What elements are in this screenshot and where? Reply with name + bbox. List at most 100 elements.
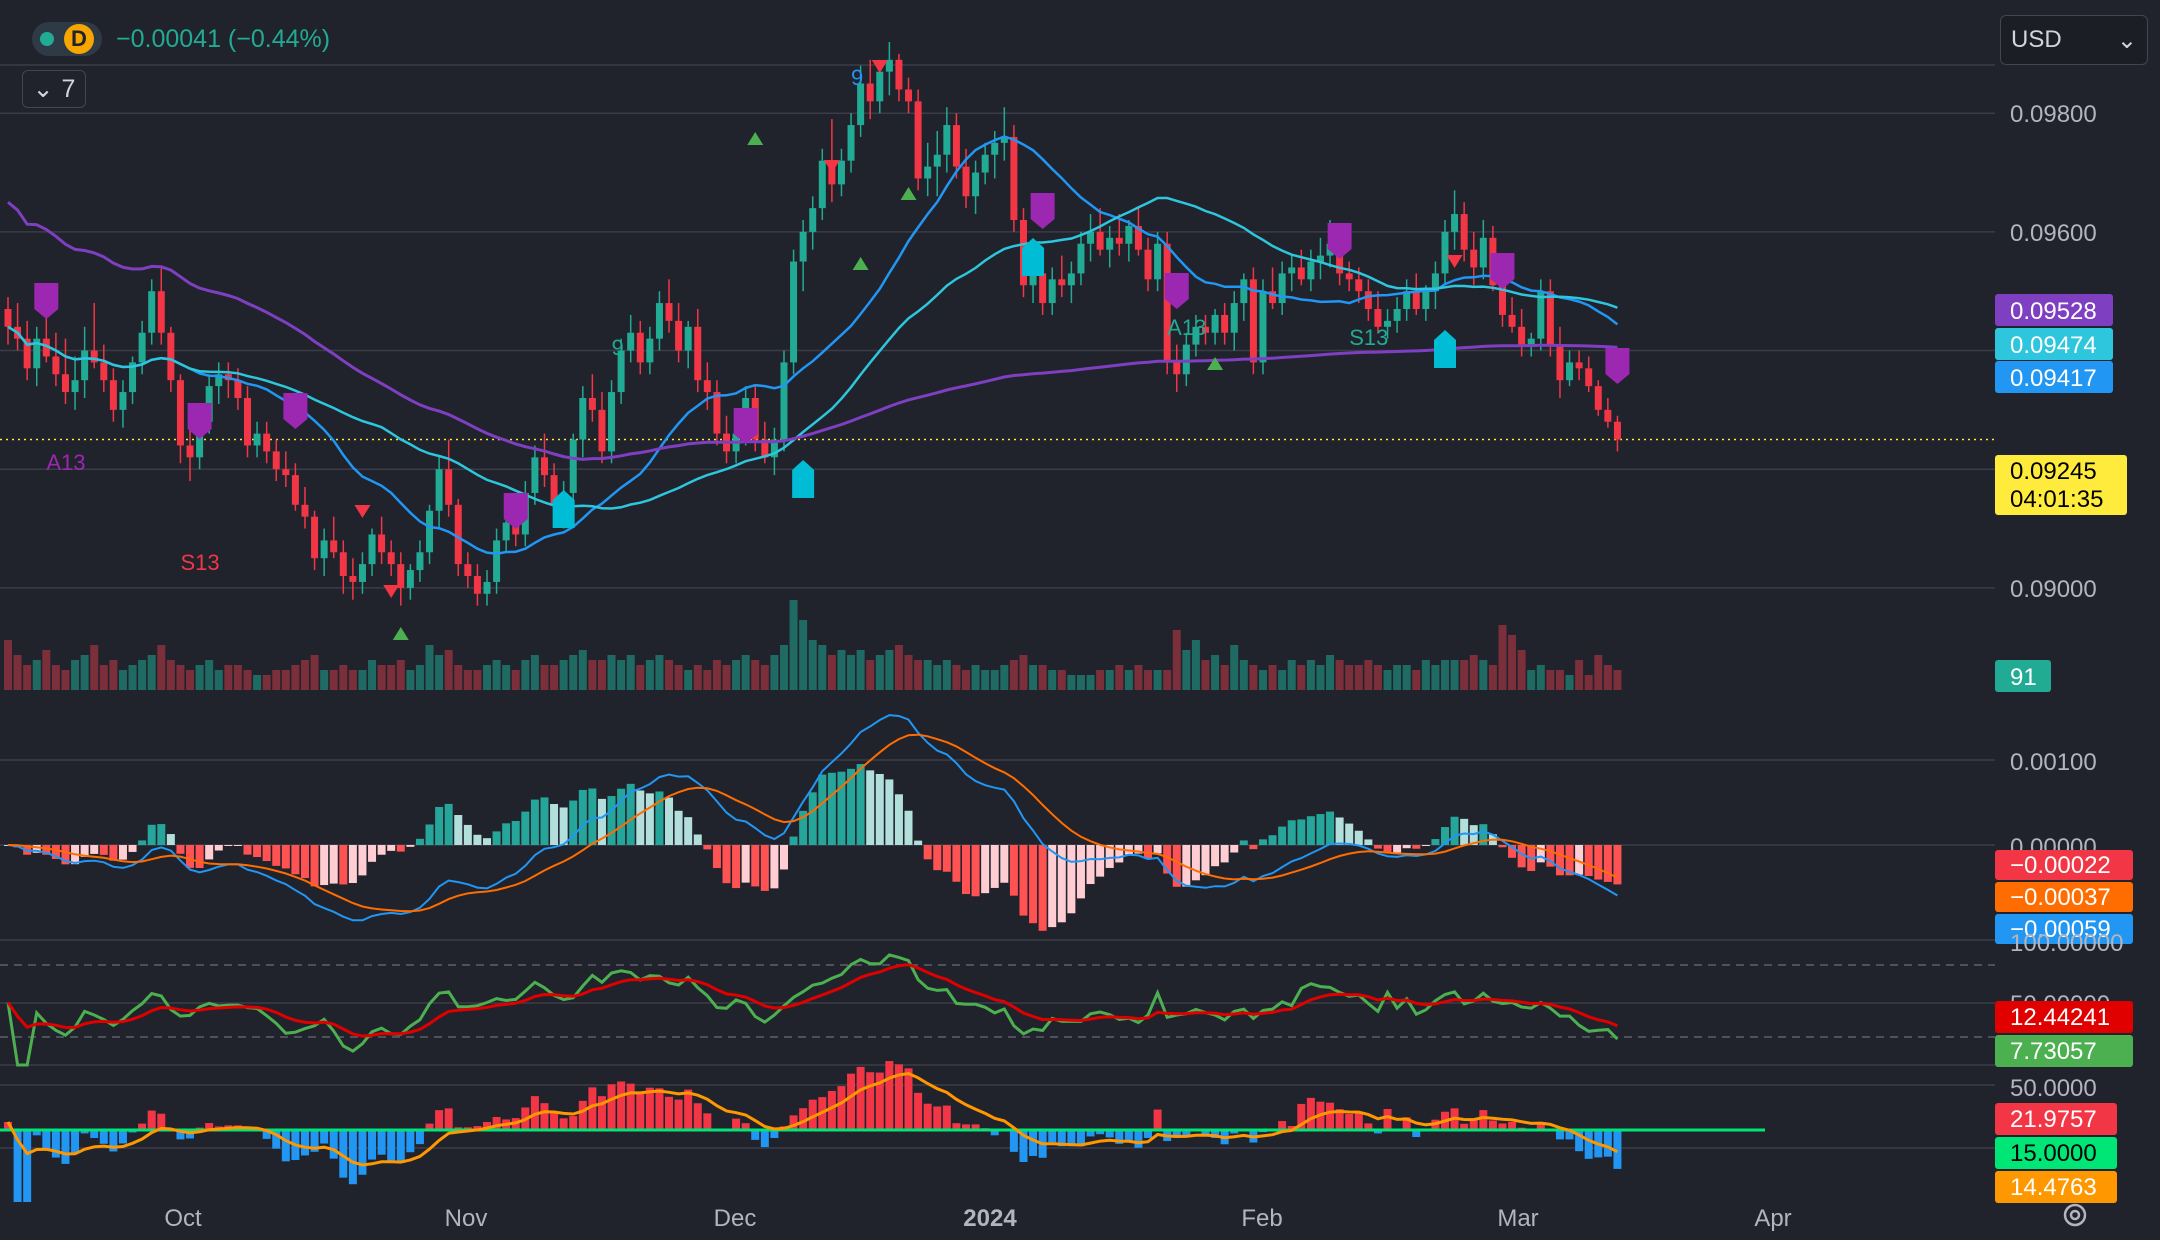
volume-bar bbox=[1297, 665, 1306, 690]
adx-histogram-bar bbox=[1354, 1112, 1363, 1130]
volume-bar bbox=[32, 660, 41, 690]
adx-histogram-bar bbox=[875, 1072, 884, 1130]
volume-bar bbox=[1555, 670, 1564, 690]
macd-histogram-bar bbox=[195, 845, 204, 869]
price-tick-label: 0.09000 bbox=[2010, 576, 2097, 603]
adx-histogram-bar bbox=[866, 1072, 875, 1130]
volume-bar bbox=[1594, 655, 1603, 690]
macd-histogram-bar bbox=[971, 845, 980, 897]
candle-body bbox=[598, 409, 606, 452]
volume-bar bbox=[1172, 630, 1181, 690]
volume-bar bbox=[550, 665, 559, 690]
adx-histogram-bar bbox=[281, 1130, 290, 1162]
volume-bar bbox=[779, 645, 788, 690]
macd-histogram-bar bbox=[166, 834, 175, 845]
macd-histogram-bar bbox=[186, 845, 195, 868]
volume-bar bbox=[138, 660, 147, 690]
volume-bar bbox=[703, 670, 712, 690]
volume-bar bbox=[837, 650, 846, 690]
candle-body bbox=[263, 433, 271, 452]
candle-body bbox=[464, 564, 472, 576]
volume-bar bbox=[1211, 655, 1220, 690]
time-tick-label: Feb bbox=[1241, 1205, 1282, 1232]
volume-bar bbox=[530, 655, 539, 690]
volume-bar bbox=[1258, 670, 1267, 690]
macd-signal-line bbox=[7, 733, 1618, 913]
macd-histogram-bar bbox=[904, 810, 913, 845]
macd-histogram-bar bbox=[645, 793, 654, 845]
macd-histogram-bar bbox=[502, 823, 511, 845]
rsi-fast-line bbox=[6, 953, 1619, 1067]
candle-body bbox=[71, 380, 79, 393]
macd-histogram-bar bbox=[1067, 845, 1076, 914]
volume-bar bbox=[1450, 660, 1459, 690]
macd-histogram-bar bbox=[1594, 845, 1603, 880]
candle-body bbox=[780, 362, 788, 440]
macd-histogram-bar bbox=[1172, 845, 1181, 887]
adx-histogram-bar bbox=[51, 1130, 60, 1158]
volume-bar bbox=[1613, 670, 1622, 690]
volume-bar bbox=[1287, 660, 1296, 690]
adx-histogram-bar bbox=[1124, 1130, 1133, 1142]
adx-histogram-bar bbox=[617, 1081, 626, 1130]
candle-body bbox=[1431, 273, 1439, 292]
macd-histogram-bar bbox=[856, 764, 865, 845]
status-pill[interactable]: D bbox=[32, 22, 102, 56]
volume-bar bbox=[521, 660, 530, 690]
candle-body bbox=[272, 451, 280, 470]
adx-histogram-bar bbox=[1019, 1130, 1028, 1162]
adx-histogram-bar bbox=[300, 1130, 309, 1156]
macd-histogram-bar bbox=[109, 845, 118, 861]
currency-select[interactable]: USD ⌄ bbox=[2000, 15, 2148, 65]
price-badge bbox=[1995, 328, 2113, 360]
candle-body bbox=[109, 380, 117, 410]
macd-histogram-bar bbox=[1029, 845, 1038, 924]
macd-histogram-bar bbox=[1412, 845, 1421, 849]
macd-histogram-bar bbox=[262, 845, 271, 862]
price-badge bbox=[1995, 361, 2113, 393]
macd-histogram-bar bbox=[300, 845, 309, 879]
macd-histogram-bar bbox=[607, 796, 616, 845]
candle-body bbox=[991, 142, 999, 155]
volume-bar bbox=[617, 660, 626, 690]
settings-gear-icon[interactable] bbox=[2060, 1200, 2090, 1230]
adx-histogram-bar bbox=[1383, 1108, 1392, 1130]
candle-body bbox=[387, 552, 395, 565]
volume-bar bbox=[233, 665, 242, 690]
td-sequential-label: 9 bbox=[612, 335, 624, 360]
interval-badge[interactable]: D bbox=[64, 24, 94, 54]
volume-bar bbox=[1153, 670, 1162, 690]
macd-histogram-bar bbox=[665, 797, 674, 845]
macd-histogram-bar bbox=[732, 845, 741, 889]
candle-body bbox=[905, 89, 913, 102]
candle-body bbox=[215, 374, 223, 387]
candle-body bbox=[770, 439, 778, 458]
macd-histogram-bar bbox=[396, 845, 405, 852]
macd-histogram-bar bbox=[1258, 839, 1267, 845]
moving-averages bbox=[7, 135, 1619, 555]
signal-flag-marker bbox=[1030, 193, 1055, 229]
volume-bar bbox=[1009, 660, 1018, 690]
indicators-toggle[interactable]: ⌄ 7 bbox=[22, 70, 86, 108]
volume-bar bbox=[243, 670, 252, 690]
adx-histogram-bar bbox=[348, 1130, 357, 1185]
candle-body bbox=[1345, 273, 1353, 280]
adx-histogram-bar bbox=[751, 1130, 760, 1140]
candle-body bbox=[665, 303, 673, 321]
adx-histogram-bar bbox=[176, 1130, 185, 1140]
adx-histogram-bar bbox=[1182, 1130, 1191, 1137]
candle-body bbox=[627, 332, 635, 351]
adx-histogram-bar bbox=[636, 1093, 645, 1130]
candle-body bbox=[196, 421, 204, 458]
adx-histogram-bar bbox=[626, 1083, 635, 1130]
adx-histogram-bar bbox=[1086, 1130, 1095, 1137]
candle-body bbox=[253, 433, 261, 446]
macd-histogram-bar bbox=[32, 845, 41, 853]
macd-histogram-bar bbox=[1364, 839, 1373, 845]
volume-bar bbox=[42, 650, 51, 690]
adx-histogram-bar bbox=[415, 1130, 424, 1145]
macd-histogram-bar bbox=[1096, 845, 1105, 877]
volume-bar bbox=[387, 665, 396, 690]
adx-histogram-bar bbox=[971, 1124, 980, 1130]
